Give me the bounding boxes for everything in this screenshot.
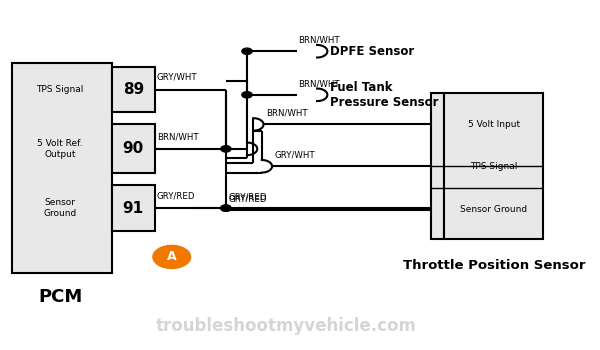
- Circle shape: [221, 205, 231, 211]
- Text: Throttle Position Sensor: Throttle Position Sensor: [403, 259, 585, 272]
- Text: A: A: [167, 250, 176, 264]
- Text: PCM: PCM: [38, 288, 83, 306]
- Text: 91: 91: [122, 201, 144, 216]
- Text: troubleshootmyvehicle.com: troubleshootmyvehicle.com: [155, 317, 416, 335]
- Text: 89: 89: [122, 82, 144, 97]
- Text: GRY/WHT: GRY/WHT: [157, 73, 197, 82]
- Text: BRN/WHT: BRN/WHT: [266, 108, 308, 118]
- Circle shape: [221, 205, 231, 211]
- Text: 90: 90: [122, 141, 144, 156]
- Text: TPS Signal: TPS Signal: [470, 162, 517, 171]
- Text: 5 Volt Input: 5 Volt Input: [467, 120, 520, 129]
- Text: TPS Signal: TPS Signal: [37, 85, 83, 94]
- Text: GRY/WHT: GRY/WHT: [275, 150, 316, 159]
- Bar: [431, 93, 443, 239]
- Circle shape: [221, 146, 231, 152]
- Text: BRN/WHT: BRN/WHT: [157, 132, 199, 141]
- Bar: [112, 67, 155, 112]
- Text: GRY/RED: GRY/RED: [229, 195, 267, 204]
- Text: BRN/WHT: BRN/WHT: [298, 36, 340, 45]
- Text: DPFE Sensor: DPFE Sensor: [330, 45, 415, 58]
- Bar: [112, 186, 155, 231]
- Circle shape: [242, 92, 252, 98]
- Bar: [12, 63, 112, 273]
- Text: Sensor
Ground: Sensor Ground: [43, 198, 77, 218]
- Circle shape: [153, 245, 191, 268]
- Circle shape: [242, 48, 252, 54]
- Text: BRN/WHT: BRN/WHT: [298, 79, 340, 89]
- Bar: [112, 125, 155, 173]
- Text: GRY/RED: GRY/RED: [157, 191, 196, 201]
- Text: Sensor Ground: Sensor Ground: [460, 205, 527, 214]
- Bar: [443, 93, 544, 239]
- Text: Fuel Tank
Pressure Sensor: Fuel Tank Pressure Sensor: [330, 81, 439, 109]
- Text: GRY/RED: GRY/RED: [229, 192, 267, 201]
- Text: 5 Volt Ref.
Output: 5 Volt Ref. Output: [37, 139, 83, 159]
